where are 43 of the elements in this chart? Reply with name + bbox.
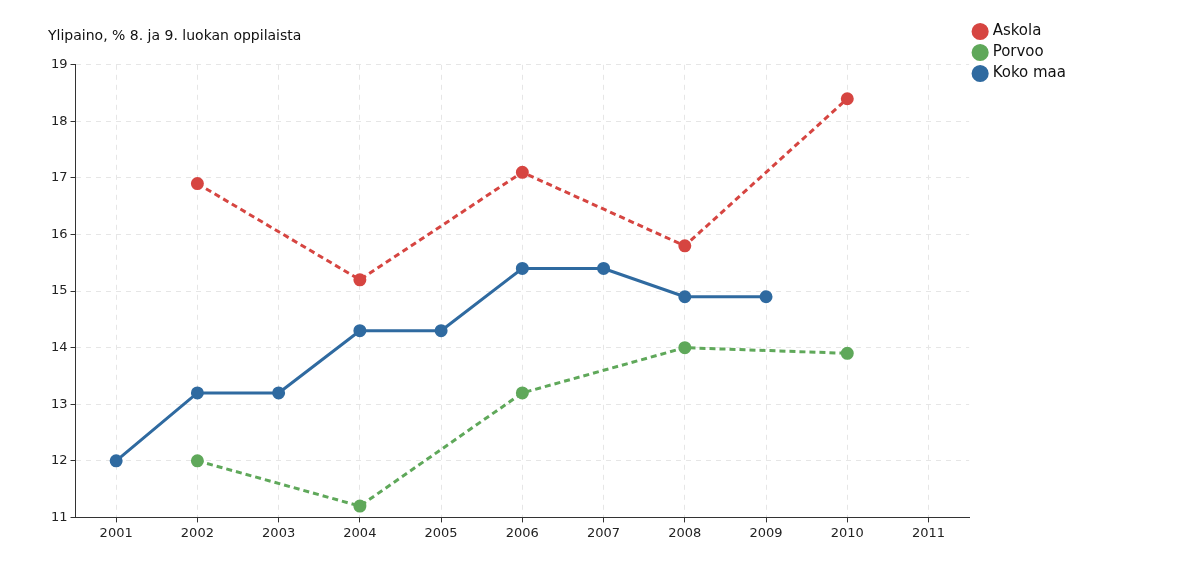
chart-title: Ylipaino, % 8. ja 9. luokan oppilaista [47,27,302,44]
point [272,386,286,400]
point [190,386,204,400]
x-tick-label: 2005 [424,524,458,540]
point [190,177,204,191]
x-tick-label: 2011 [911,524,946,540]
point [678,290,692,304]
x-tick-label: 2009 [749,524,783,540]
point [353,273,367,287]
y-tick-label: 17 [51,169,68,185]
point [515,386,529,400]
x-tick-label: 2006 [505,524,539,540]
y-tick-label: 19 [51,56,68,72]
legend-label: Askola [992,21,1042,40]
x-tick-label: 2008 [668,524,702,540]
x-tick-label: 2004 [343,524,377,540]
y-tick-label: 16 [51,225,68,241]
point [109,454,123,468]
point [190,454,204,468]
point [840,346,854,360]
point [678,341,692,355]
y-tick-label: 11 [51,508,68,524]
point [515,261,529,275]
x-tick-label: 2003 [262,524,296,540]
x-tick-label: 2002 [180,524,214,540]
point [515,165,529,179]
y-tick-label: 14 [51,339,68,355]
x-tick-label: 2010 [830,524,864,540]
legend-label: Koko maa [992,63,1066,82]
point [353,499,367,513]
y-tick-label: 12 [51,452,68,468]
x-tick-label: 2001 [99,524,133,540]
point [759,290,773,304]
point [678,239,692,253]
point [597,261,611,275]
legend-label: Porvoo [992,42,1044,61]
y-tick-label: 13 [51,395,68,411]
y-tick-label: 18 [51,112,68,128]
point [840,92,854,106]
y-tick-label: 15 [51,282,68,298]
point [353,324,367,338]
x-tick-label: 2007 [587,524,621,540]
point [434,324,448,338]
